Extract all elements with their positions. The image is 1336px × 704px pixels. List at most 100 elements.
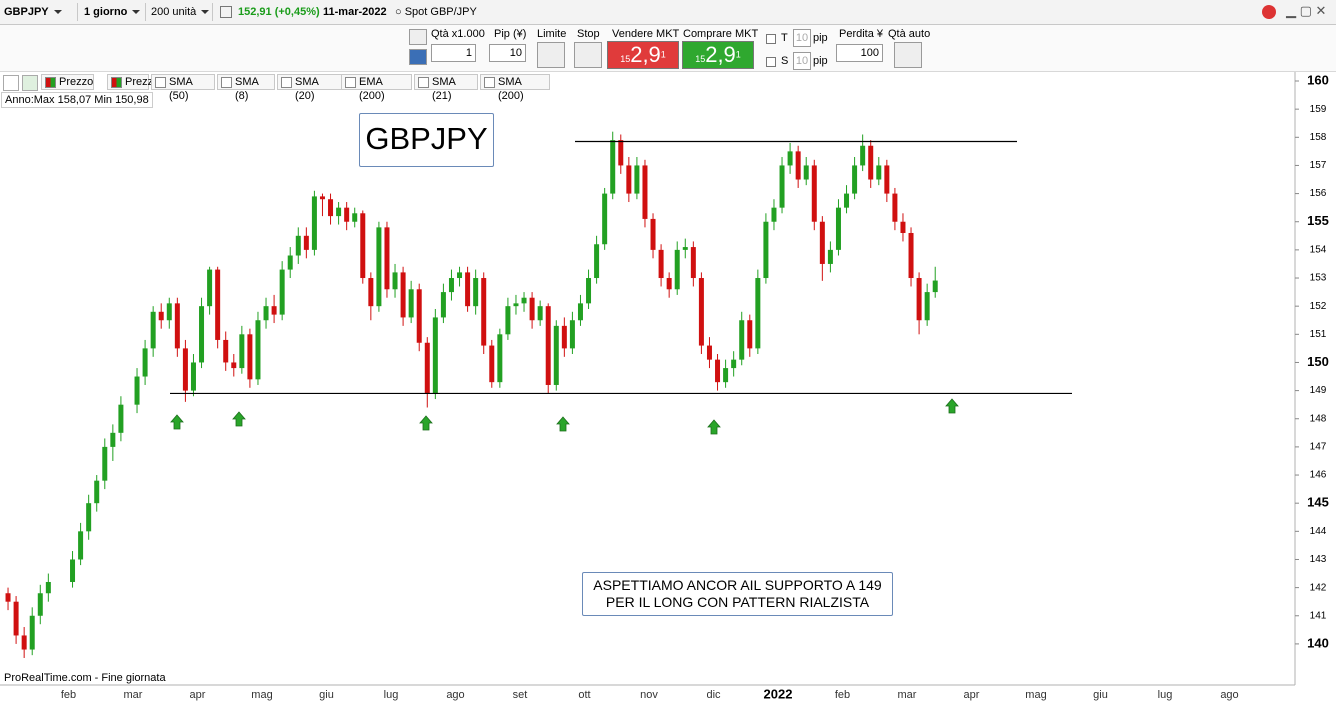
candle-body <box>13 601 19 636</box>
close-button[interactable] <box>3 75 19 91</box>
s-pip-unit: pip <box>813 55 828 67</box>
y-tick-label: 159 <box>1310 104 1327 115</box>
candle-body <box>505 306 511 335</box>
candle-body <box>215 269 221 340</box>
s-pip-input[interactable]: 10 <box>793 52 811 70</box>
y-tick-label: 158 <box>1310 132 1327 143</box>
candle-body <box>835 207 841 250</box>
indicator-checkbox <box>345 77 356 88</box>
up-arrow <box>556 416 570 432</box>
qty-input[interactable]: 1 <box>431 44 476 62</box>
candle-body <box>86 503 92 532</box>
buy-big: 15 <box>695 54 706 64</box>
candle-body <box>682 247 688 250</box>
loss-input[interactable]: 100 <box>836 44 883 62</box>
candle-body <box>118 404 124 433</box>
indicator-checkbox <box>45 77 56 88</box>
caret <box>53 10 62 15</box>
buy-button[interactable]: 152,91 <box>682 41 754 69</box>
indicator-chip[interactable]: SMA (50) <box>151 74 215 102</box>
candle-body <box>239 334 245 369</box>
candle-body <box>731 359 737 369</box>
y-tick-label: 150 <box>1307 354 1329 369</box>
window-controls[interactable]: ▁ ▢ ✕ <box>1286 3 1327 18</box>
x-tick-label: nov <box>640 689 658 701</box>
candle-body <box>787 151 793 166</box>
sell-button[interactable]: 152,91 <box>607 41 679 69</box>
info-icon[interactable] <box>220 6 232 18</box>
period-select[interactable]: 1 giorno <box>80 3 146 21</box>
add-button[interactable] <box>22 75 38 91</box>
caret <box>201 10 210 15</box>
candle-body <box>199 306 205 363</box>
y-tick-label: 157 <box>1310 160 1327 171</box>
t-pip-unit: pip <box>813 32 828 44</box>
instrument: Spot GBP/JPY <box>404 6 477 18</box>
candle-body <box>21 635 27 650</box>
candle-body <box>916 278 922 321</box>
candle-body <box>142 348 148 377</box>
indicator-checkbox <box>484 77 495 88</box>
y-tick-label: 152 <box>1310 301 1327 312</box>
candle-body <box>561 325 567 349</box>
indicator-chip[interactable]: SMA (20) <box>277 74 342 102</box>
candle-body <box>432 317 438 394</box>
x-tick-label: ago <box>1220 689 1238 701</box>
symbol-select[interactable]: GBPJPY <box>0 3 78 21</box>
t-pip-input[interactable]: 10 <box>793 29 811 47</box>
x-tick-label: feb <box>835 689 850 701</box>
t-checkbox[interactable] <box>766 34 776 44</box>
candle-body <box>400 272 406 318</box>
indicator-chip[interactable]: EMA (200) <box>341 74 412 102</box>
footer-text: ProRealTime.com - Fine giornata <box>4 672 166 684</box>
indicator-chip[interactable]: SMA (200) <box>480 74 550 102</box>
candle-body <box>537 306 543 321</box>
symbol: GBPJPY <box>4 6 49 19</box>
candle-body <box>497 334 503 383</box>
x-tick-label: feb <box>61 689 76 701</box>
indicator-checkbox <box>418 77 429 88</box>
candle-body <box>553 325 559 385</box>
indicator-name: SMA (200) <box>498 76 524 102</box>
sell-label: Vendere MKT <box>612 28 680 40</box>
candle-body <box>102 446 108 481</box>
auto-button[interactable] <box>894 42 922 68</box>
candle-body <box>473 278 479 307</box>
top-toolbar: GBPJPY 1 giorno 200 unità 152,91 (+0,45%… <box>0 0 1336 25</box>
candle-body <box>360 213 366 279</box>
y-tick-label: 153 <box>1310 273 1327 284</box>
y-tick-label: 149 <box>1310 385 1327 396</box>
candle-body <box>739 320 745 360</box>
keyboard-button[interactable] <box>409 49 427 65</box>
candle-body <box>690 247 696 279</box>
indicator-chip[interactable]: SMA (8) <box>217 74 275 102</box>
candle-body <box>569 320 575 349</box>
s-checkbox[interactable] <box>766 57 776 67</box>
indicator-chip[interactable]: Prezzo <box>41 74 94 90</box>
candle-body <box>900 221 906 233</box>
indicator-chip[interactable]: SMA (21) <box>414 74 478 102</box>
limit-button[interactable] <box>537 42 565 68</box>
candle-body <box>481 278 487 346</box>
candle-body <box>586 278 592 304</box>
settings-button[interactable] <box>409 29 427 45</box>
indicator-chip[interactable]: Prezzo <box>107 74 159 90</box>
candle-body <box>134 376 140 405</box>
candle-body <box>70 559 76 582</box>
candle-body <box>424 342 430 394</box>
stop-button[interactable] <box>574 42 602 68</box>
candle-body <box>376 227 382 307</box>
refresh-icon[interactable] <box>1262 5 1276 19</box>
candle-body <box>868 145 874 180</box>
candle-body <box>182 348 188 391</box>
units-select[interactable]: 200 unità <box>147 3 213 21</box>
candle-body <box>844 193 850 208</box>
candle-body <box>263 306 269 321</box>
x-tick-label: set <box>513 689 528 701</box>
indicator-checkbox <box>221 77 232 88</box>
x-tick-label: giu <box>319 689 334 701</box>
candle-body <box>392 272 398 290</box>
candle-body <box>5 593 11 602</box>
annotation-box: ASPETTIAMO ANCOR AIL SUPPORTO A 149 PER … <box>582 572 893 616</box>
pip-input[interactable]: 10 <box>489 44 526 62</box>
